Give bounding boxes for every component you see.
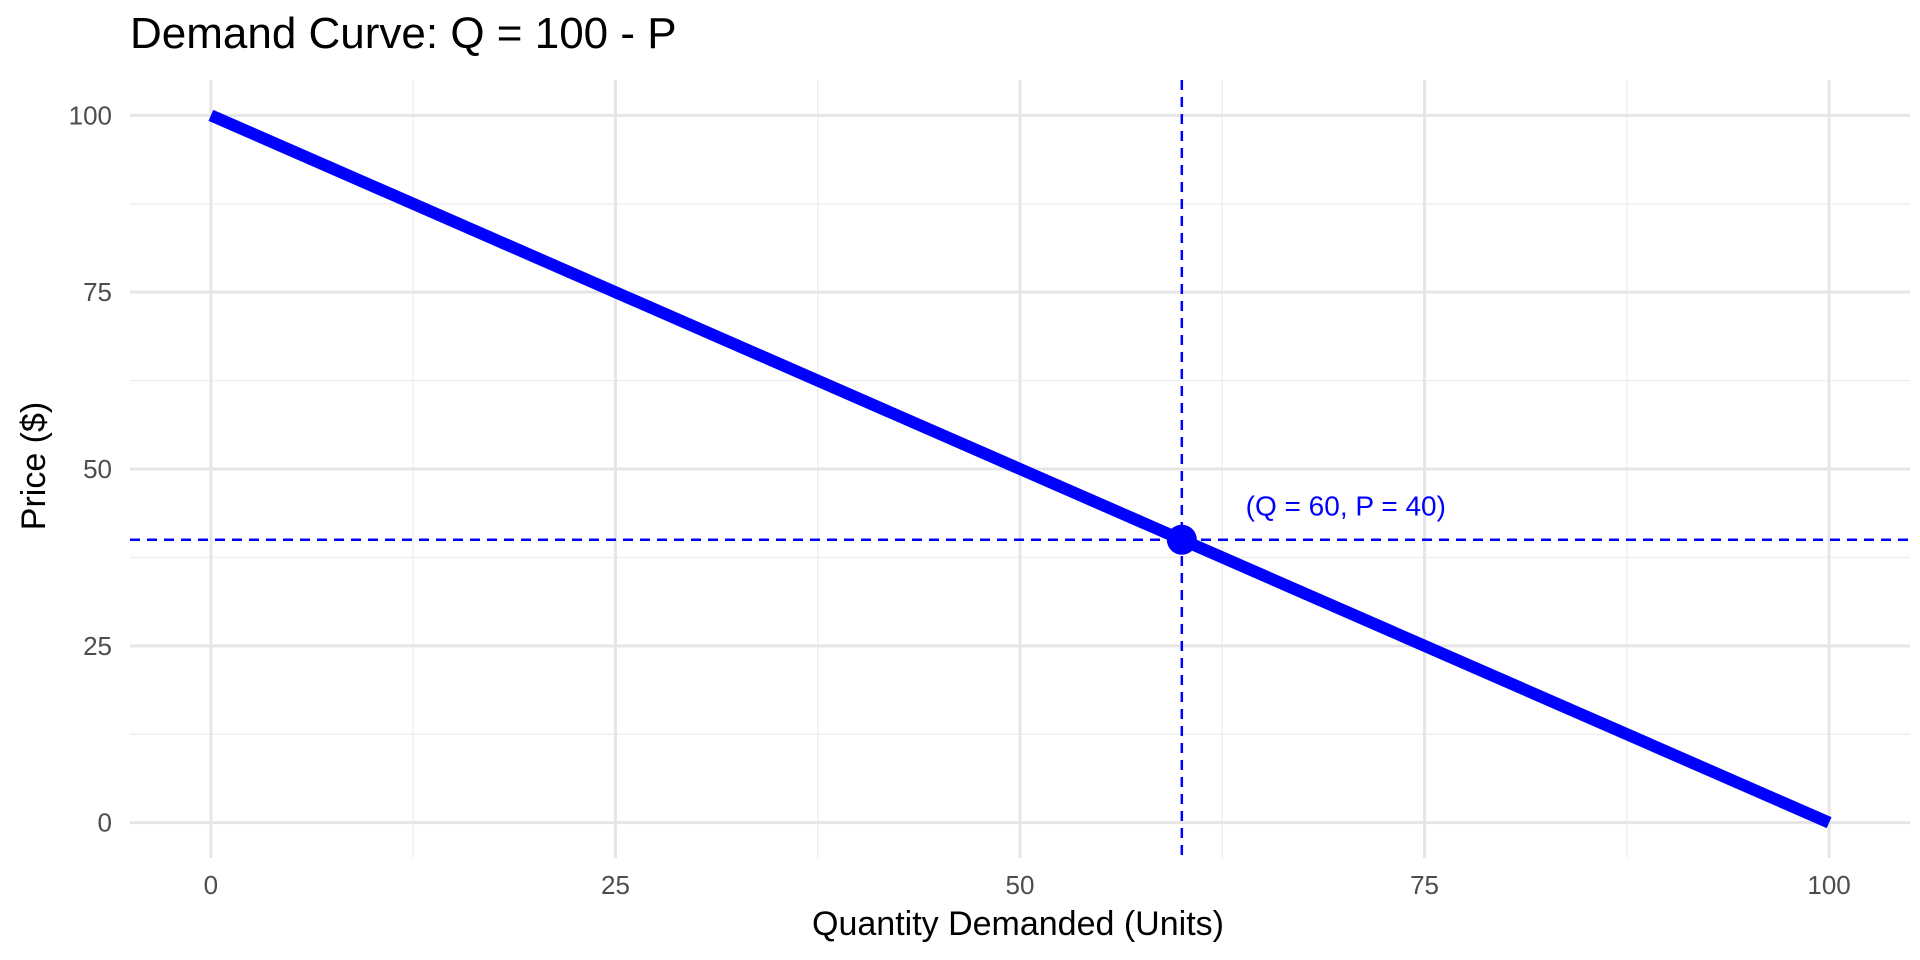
x-tick-label: 50 [1006,870,1035,900]
y-tick-label: 75 [83,277,112,307]
x-tick-label: 25 [601,870,630,900]
y-axis-ticks: 0 25 50 75 100 [69,100,112,837]
x-tick-label: 100 [1807,870,1850,900]
chart-title: Demand Curve: Q = 100 - P [130,9,677,58]
y-axis-title: Price ($) [15,402,53,530]
series-layer [208,109,1832,829]
y-tick-label: 0 [98,808,112,838]
point-annotation: (Q = 60, P = 40) [1246,491,1446,522]
reference-lines [130,80,1910,858]
equilibrium-point [1166,524,1197,555]
demand-curve-line [208,109,1832,829]
x-axis-title: Quantity Demanded (Units) [812,905,1224,943]
highlight-point-layer: (Q = 60, P = 40) [1166,491,1446,555]
x-axis-ticks: 0 25 50 75 100 [204,870,1851,900]
x-tick-label: 0 [204,870,218,900]
major-gridlines [130,80,1910,858]
x-tick-label: 75 [1410,870,1439,900]
y-tick-label: 100 [69,100,112,130]
y-tick-label: 25 [83,631,112,661]
y-tick-label: 50 [83,454,112,484]
